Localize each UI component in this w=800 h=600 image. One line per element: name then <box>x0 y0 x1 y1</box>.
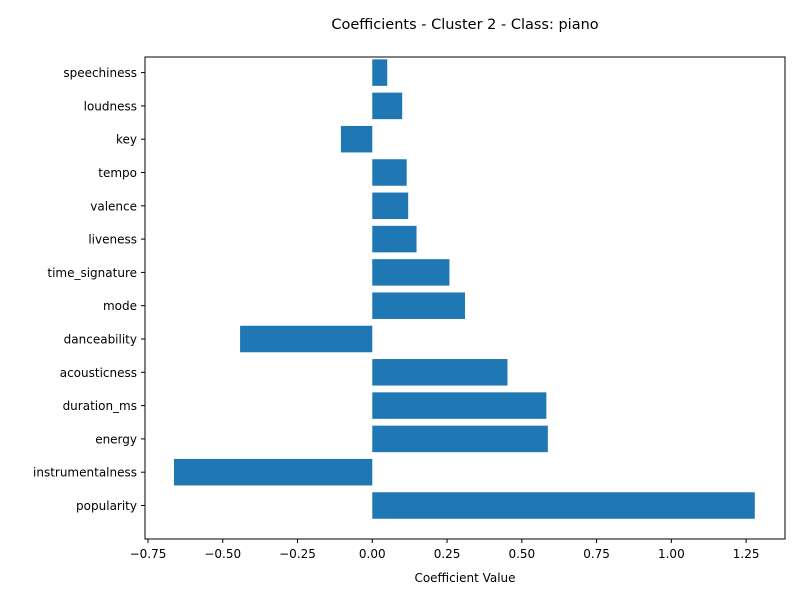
bar-duration-ms <box>372 392 547 419</box>
bar-mode <box>372 292 465 319</box>
bar-liveness <box>372 225 417 253</box>
x-axis-ticks: −0.75 −0.50 −0.25 0.00 0.25 0.50 0.75 1.00 1.25 <box>130 539 760 561</box>
y-tick-label-acousticness: acousticness <box>60 366 137 380</box>
bar-key <box>340 125 373 153</box>
y-tick-label-liveness: liveness <box>88 233 137 247</box>
y-tick-label-popularity: popularity <box>76 499 137 513</box>
plot-frame <box>144 56 786 540</box>
y-axis-ticks: speechiness loudness key tempo valence livene… <box>33 66 145 513</box>
bars-layer <box>174 59 755 519</box>
x-tick-label: 0.50 <box>508 547 535 561</box>
y-tick-label-time-signature: time_signature <box>47 266 137 280</box>
y-tick-label-energy: energy <box>95 432 137 446</box>
x-axis-label: Coefficient Value <box>414 571 515 585</box>
bar-loudness <box>372 92 403 120</box>
bar-instrumentalness <box>174 458 373 486</box>
y-tick-label-mode: mode <box>103 299 137 313</box>
bar-valence <box>372 192 409 220</box>
bar-speechiness <box>372 59 388 86</box>
y-tick-label-instrumentalness: instrumentalness <box>33 466 137 480</box>
y-tick-label-duration-ms: duration_ms <box>63 399 137 413</box>
y-tick-label-speechiness: speechiness <box>63 66 137 80</box>
x-tick-label: −0.25 <box>279 547 316 561</box>
x-tick-label: 1.25 <box>733 547 760 561</box>
bar-tempo <box>372 159 407 186</box>
x-tick-label: −0.50 <box>204 547 241 561</box>
x-tick-label: 1.00 <box>658 547 685 561</box>
x-tick-label: 0.25 <box>434 547 461 561</box>
y-tick-label-valence: valence <box>90 199 137 213</box>
x-tick-label: −0.75 <box>130 547 167 561</box>
y-tick-label-danceability: danceability <box>64 333 137 347</box>
bar-time-signature <box>372 259 450 286</box>
bar-energy <box>372 425 548 453</box>
bar-acousticness <box>372 359 508 386</box>
bar-danceability <box>240 325 373 353</box>
x-tick-label: 0.75 <box>583 547 610 561</box>
y-tick-label-tempo: tempo <box>98 166 137 180</box>
bar-popularity <box>372 492 755 519</box>
y-tick-label-key: key <box>116 133 137 147</box>
x-tick-label: 0.00 <box>359 547 386 561</box>
chart-title: Coefficients - Cluster 2 - Class: piano <box>331 17 598 33</box>
y-tick-label-loudness: loudness <box>84 99 137 113</box>
